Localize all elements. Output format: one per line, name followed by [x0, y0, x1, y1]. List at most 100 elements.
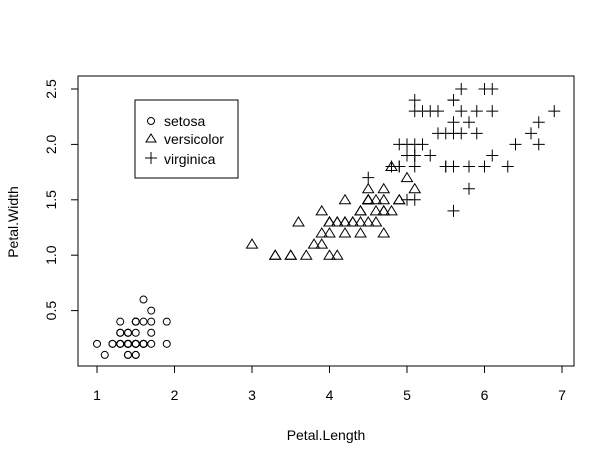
data-point-virginica [455, 105, 468, 118]
data-point-setosa [162, 339, 171, 348]
legend-label-versicolor: versicolor [164, 131, 224, 147]
data-point-virginica [416, 105, 429, 118]
data-point-versicolor [299, 249, 313, 260]
data-point-versicolor [315, 238, 329, 249]
legend-marker-virginica [145, 152, 157, 164]
data-point-versicolor [315, 227, 329, 238]
data-point-versicolor [369, 204, 383, 216]
data-point-setosa [147, 339, 156, 348]
data-point-setosa [147, 306, 156, 315]
data-point-virginica [408, 160, 421, 173]
data-point-setosa [139, 317, 148, 326]
data-point-versicolor [377, 182, 391, 194]
x-tick-label: 3 [248, 387, 256, 403]
data-point-virginica [447, 94, 460, 107]
data-point-versicolor [245, 238, 259, 249]
data-point-versicolor [354, 216, 367, 227]
data-point-versicolor [408, 182, 422, 194]
data-point-versicolor [338, 227, 352, 238]
data-point-setosa [93, 339, 101, 348]
data-point-virginica [532, 116, 545, 129]
data-point-setosa [139, 295, 148, 304]
plot-frame [77, 75, 575, 367]
data-point-versicolor [338, 216, 352, 227]
data-point-virginica [401, 149, 413, 162]
data-point-versicolor [361, 193, 375, 205]
data-point-versicolor [385, 204, 398, 216]
data-point-setosa [131, 317, 140, 326]
data-point-versicolor [400, 171, 414, 183]
data-point-virginica [548, 105, 561, 118]
data-point-virginica [486, 105, 499, 118]
legend: setosa versicolor virginica [134, 99, 239, 179]
data-point-versicolor [346, 216, 360, 227]
data-point-versicolor [361, 216, 375, 227]
data-point-virginica [432, 105, 444, 118]
data-point-versicolor [323, 216, 336, 227]
data-point-versicolor [361, 193, 375, 205]
data-point-versicolor [338, 193, 352, 205]
data-point-versicolor [268, 249, 282, 260]
legend-marker-versicolor [145, 133, 157, 143]
data-point-versicolor [377, 204, 391, 216]
data-point-setosa [108, 339, 117, 348]
data-point-setosa [124, 350, 132, 359]
data-point-versicolor [330, 216, 344, 227]
data-point-versicolor [338, 216, 352, 227]
y-tick-label: 1.0 [43, 245, 59, 265]
data-point-setosa [147, 317, 156, 326]
data-point-versicolor [346, 216, 360, 227]
data-point-virginica [486, 83, 499, 95]
data-point-versicolor [361, 182, 375, 194]
data-point-virginica [455, 83, 468, 95]
data-point-versicolor [323, 227, 336, 238]
data-point-virginica [501, 160, 514, 173]
data-point-setosa [116, 328, 125, 337]
x-tick-label: 1 [93, 387, 101, 403]
x-tick-label: 5 [403, 387, 411, 403]
data-point-versicolor [361, 193, 375, 205]
legend-marker-setosa [147, 117, 155, 125]
data-point-virginica [532, 138, 545, 151]
data-point-versicolor [354, 204, 367, 216]
data-point-virginica [486, 149, 499, 162]
legend-box [134, 99, 239, 179]
data-point-virginica [525, 127, 537, 140]
data-point-virginica [416, 138, 429, 151]
data-point-virginica [439, 160, 452, 173]
data-point-setosa [116, 317, 125, 326]
x-axis: 1 2 3 4 5 6 7 [93, 365, 566, 403]
y-tick-label: 0.5 [43, 301, 59, 321]
data-point-virginica [447, 116, 460, 129]
data-point-versicolor [361, 193, 375, 205]
data-point-versicolor [323, 216, 336, 227]
data-point-virginica [478, 160, 491, 173]
y-tick-label: 1.5 [43, 190, 59, 210]
data-point-versicolor [369, 193, 383, 205]
x-axis-label: Petal.Length [287, 427, 366, 443]
data-point-setosa [131, 339, 140, 348]
data-point-virginica [385, 160, 398, 173]
data-point-versicolor [354, 227, 367, 238]
data-point-virginica [509, 138, 522, 151]
y-tick-label: 2.0 [43, 134, 59, 154]
data-point-setosa [124, 339, 132, 348]
data-point-virginica [393, 138, 406, 151]
data-point-virginica [362, 171, 375, 184]
data-point-setosa [100, 350, 109, 359]
data-point-versicolor [361, 193, 375, 205]
data-point-versicolor [323, 249, 336, 260]
data-points [93, 83, 561, 359]
data-point-virginica [432, 127, 444, 140]
data-point-versicolor [330, 216, 344, 227]
data-point-versicolor [315, 204, 329, 216]
x-tick-label: 4 [326, 387, 334, 403]
data-point-versicolor [307, 238, 321, 249]
data-point-virginica [463, 160, 475, 173]
data-point-setosa [131, 328, 140, 337]
x-tick-label: 6 [481, 387, 489, 403]
data-point-virginica [463, 116, 475, 129]
data-point-virginica [447, 127, 460, 140]
data-point-virginica [463, 182, 475, 195]
y-axis-label: Petal.Width [5, 186, 21, 258]
